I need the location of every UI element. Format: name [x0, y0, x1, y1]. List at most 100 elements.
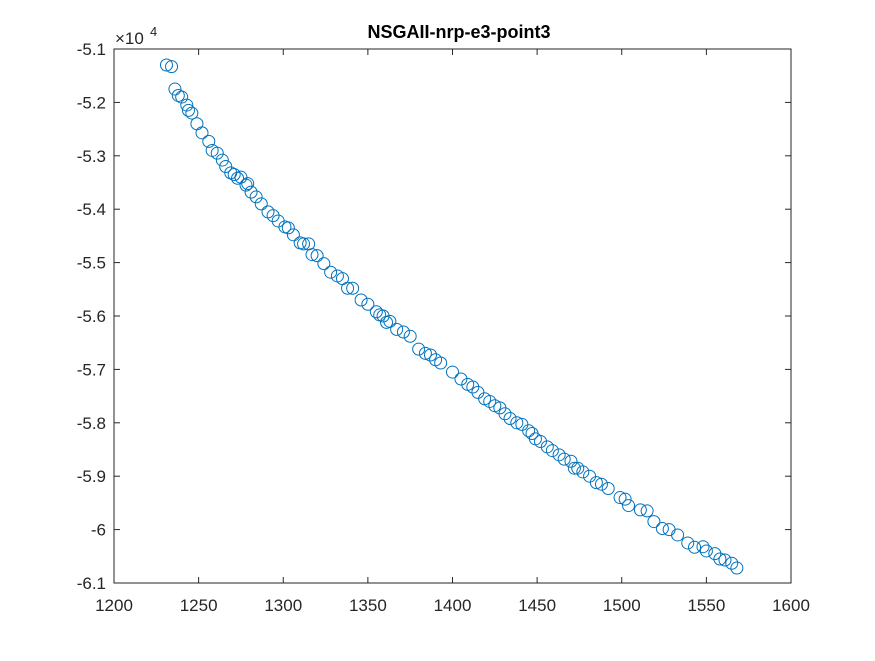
data-point [159, 58, 173, 72]
data-point [354, 293, 368, 307]
data-point [403, 329, 417, 343]
data-point [688, 540, 702, 554]
data-point [503, 412, 517, 426]
y-tick-label: -5.3 [77, 147, 106, 166]
data-point [361, 297, 375, 311]
y-tick-label: -5.5 [77, 254, 106, 273]
marker-layer [159, 58, 744, 575]
data-point [244, 185, 258, 199]
data-point [510, 416, 524, 430]
data-point [165, 60, 179, 74]
data-point [412, 342, 426, 356]
data-point [185, 106, 199, 120]
data-point [671, 528, 685, 542]
y-tick-label: -5.7 [77, 360, 106, 379]
data-point [730, 561, 744, 575]
data-point [215, 153, 229, 167]
x-tick-label: 1500 [603, 596, 641, 615]
data-point [310, 249, 324, 263]
data-point [618, 492, 632, 506]
y-exponent: ×10 4 [115, 24, 157, 48]
data-point [168, 82, 182, 96]
data-point [281, 221, 295, 235]
data-point [708, 547, 722, 561]
data-point [210, 146, 224, 160]
plot-area [114, 49, 791, 583]
data-point [466, 380, 480, 394]
axes-box [113, 48, 792, 584]
data-point [346, 281, 360, 295]
data-point [483, 394, 497, 408]
y-tick-label: -5.4 [77, 200, 106, 219]
data-point [564, 454, 578, 468]
data-point [202, 134, 216, 148]
data-point [241, 177, 255, 191]
data-point [589, 476, 603, 490]
data-point [601, 481, 615, 495]
data-point [718, 553, 732, 567]
data-point [545, 444, 559, 458]
data-point [227, 167, 241, 181]
x-tick-label: 1300 [264, 596, 302, 615]
y-tick-label: -5.6 [77, 307, 106, 326]
data-point [305, 248, 319, 262]
data-point [594, 477, 608, 491]
data-point [557, 452, 571, 466]
data-point [434, 356, 448, 370]
data-point [633, 503, 647, 517]
y-tick-label: -5.9 [77, 467, 106, 486]
data-point [498, 407, 512, 421]
x-tick-label: 1600 [772, 596, 810, 615]
data-point [341, 281, 355, 295]
data-point [699, 544, 713, 558]
x-tick-label: 1550 [687, 596, 725, 615]
data-point [324, 265, 338, 279]
data-point [180, 98, 194, 112]
y-tick-label: -5.8 [77, 414, 106, 433]
data-point [655, 522, 669, 536]
data-point [576, 465, 590, 479]
data-point [534, 434, 548, 448]
data-point [175, 90, 189, 104]
data-point [613, 491, 627, 505]
data-point [369, 305, 383, 319]
data-point [396, 325, 410, 339]
data-point [713, 552, 727, 566]
data-point [454, 372, 468, 386]
chart-title: NSGAII-nrp-e3-point3 [368, 22, 551, 42]
data-point [195, 126, 209, 140]
data-point [239, 178, 253, 192]
y-tick-layer: -5.1 -5.2 -5.3 -5.4 -5.5 -5.6 -5.7 -5.8 -5.9 -6 -6… [77, 40, 791, 593]
data-point [376, 309, 390, 323]
data-point [383, 314, 397, 328]
y-tick-label: -6.1 [77, 574, 106, 593]
data-point [297, 237, 311, 251]
data-point [640, 504, 654, 518]
data-point [423, 348, 437, 362]
y-exponent-power: 4 [150, 24, 157, 39]
data-point [725, 556, 739, 570]
data-point [552, 448, 566, 462]
y-tick-label: -6 [91, 521, 106, 540]
data-point [567, 461, 581, 475]
data-point [647, 515, 661, 529]
data-point [622, 499, 636, 513]
x-tick-label: 1400 [434, 596, 472, 615]
data-point [254, 197, 268, 211]
y-tick-label: -5.1 [77, 40, 106, 59]
x-tick-label: 1450 [518, 596, 556, 615]
data-point [446, 365, 459, 379]
data-point [317, 257, 331, 271]
data-point [696, 540, 710, 554]
x-tick-label: 1200 [95, 596, 133, 615]
y-exponent-base: ×10 [115, 29, 144, 48]
data-point [266, 209, 280, 223]
data-point [681, 536, 695, 550]
data-point [286, 228, 300, 242]
data-point [418, 346, 432, 360]
data-point [390, 322, 404, 336]
y-tick-label: -5.2 [77, 93, 106, 112]
data-point [249, 190, 263, 204]
